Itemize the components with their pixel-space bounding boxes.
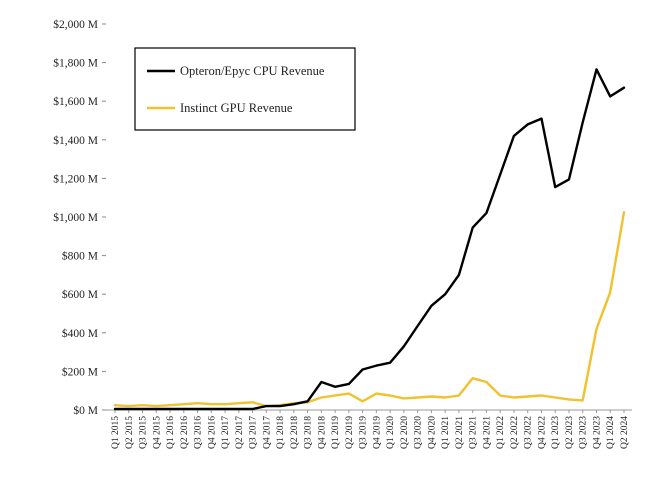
x-tick-label: Q3 2017 <box>249 416 259 449</box>
x-tick-label: Q2 2024 <box>620 416 630 449</box>
x-tick-label: Q1 2021 <box>441 416 451 449</box>
x-tick-label: Q3 2020 <box>414 416 424 449</box>
y-tick-label: $2,000 M <box>53 18 98 31</box>
x-tick-label: Q1 2024 <box>606 416 616 449</box>
y-tick-label: $1,000 M <box>53 211 98 224</box>
y-tick-label: $1,200 M <box>53 172 98 185</box>
x-tick-label: Q1 2019 <box>331 416 341 449</box>
y-tick-label: $400 M <box>62 327 98 340</box>
y-axis: $0 M $200 M $400 M $600 M $800 M $1,000 M $1,2… <box>53 18 106 417</box>
x-tick-label: Q1 2018 <box>276 416 286 449</box>
x-tick-label: Q4 2016 <box>207 416 217 449</box>
x-tick-label: Q1 2015 <box>111 416 121 449</box>
x-tick-label: Q2 2017 <box>235 416 245 449</box>
x-tick-label: Q2 2022 <box>510 416 520 449</box>
x-tick-label: Q4 2017 <box>262 416 272 449</box>
y-tick-label: $1,600 M <box>53 95 98 108</box>
x-tick-label: Q2 2015 <box>125 416 135 449</box>
x-tick-label: Q2 2019 <box>345 416 355 449</box>
x-tick-label: Q3 2022 <box>524 416 534 449</box>
y-tick-label: $600 M <box>62 288 98 301</box>
x-tick-label: Q3 2016 <box>194 416 204 449</box>
x-tick-label: Q4 2023 <box>592 416 602 449</box>
x-tick-label: Q4 2022 <box>537 416 547 449</box>
x-tick-label: Q1 2017 <box>221 416 231 449</box>
x-tick-label: Q3 2015 <box>139 416 149 449</box>
legend-box <box>135 48 355 130</box>
x-tick-label: Q1 2022 <box>496 416 506 449</box>
x-tick-label: Q4 2018 <box>317 416 327 449</box>
legend-label: Opteron/Epyc CPU Revenue <box>180 64 325 78</box>
x-tick-label: Q2 2021 <box>455 416 465 449</box>
x-tick-label: Q3 2018 <box>304 416 314 449</box>
x-tick-label: Q3 2019 <box>359 416 369 449</box>
x-tick-label: Q1 2016 <box>166 416 176 449</box>
x-tick-label: Q1 2023 <box>551 416 561 449</box>
y-tick-label: $200 M <box>62 365 98 378</box>
x-tick-label: Q2 2016 <box>180 416 190 449</box>
y-tick-label: $0 M <box>73 404 98 417</box>
x-tick-label: Q4 2015 <box>152 416 162 449</box>
y-tick-label: $1,800 M <box>53 57 98 70</box>
x-tick-label: Q1 2020 <box>386 416 396 449</box>
x-tick-label: Q4 2020 <box>427 416 437 449</box>
x-tick-label: Q3 2021 <box>469 416 479 449</box>
series-line-gpu-revenue <box>115 212 624 406</box>
x-tick-label: Q4 2021 <box>482 416 492 449</box>
y-tick-label: $1,400 M <box>53 134 98 147</box>
legend: Opteron/Epyc CPU Revenue Instinct GPU Rev… <box>135 48 355 130</box>
x-tick-label: Q2 2023 <box>565 416 575 449</box>
x-tick-label: Q4 2019 <box>372 416 382 449</box>
legend-label: Instinct GPU Revenue <box>180 101 293 115</box>
y-tick-label: $800 M <box>62 250 98 263</box>
x-tick-label: Q2 2020 <box>400 416 410 449</box>
x-tick-label: Q2 2018 <box>290 416 300 449</box>
x-tick-label: Q3 2023 <box>579 416 589 449</box>
